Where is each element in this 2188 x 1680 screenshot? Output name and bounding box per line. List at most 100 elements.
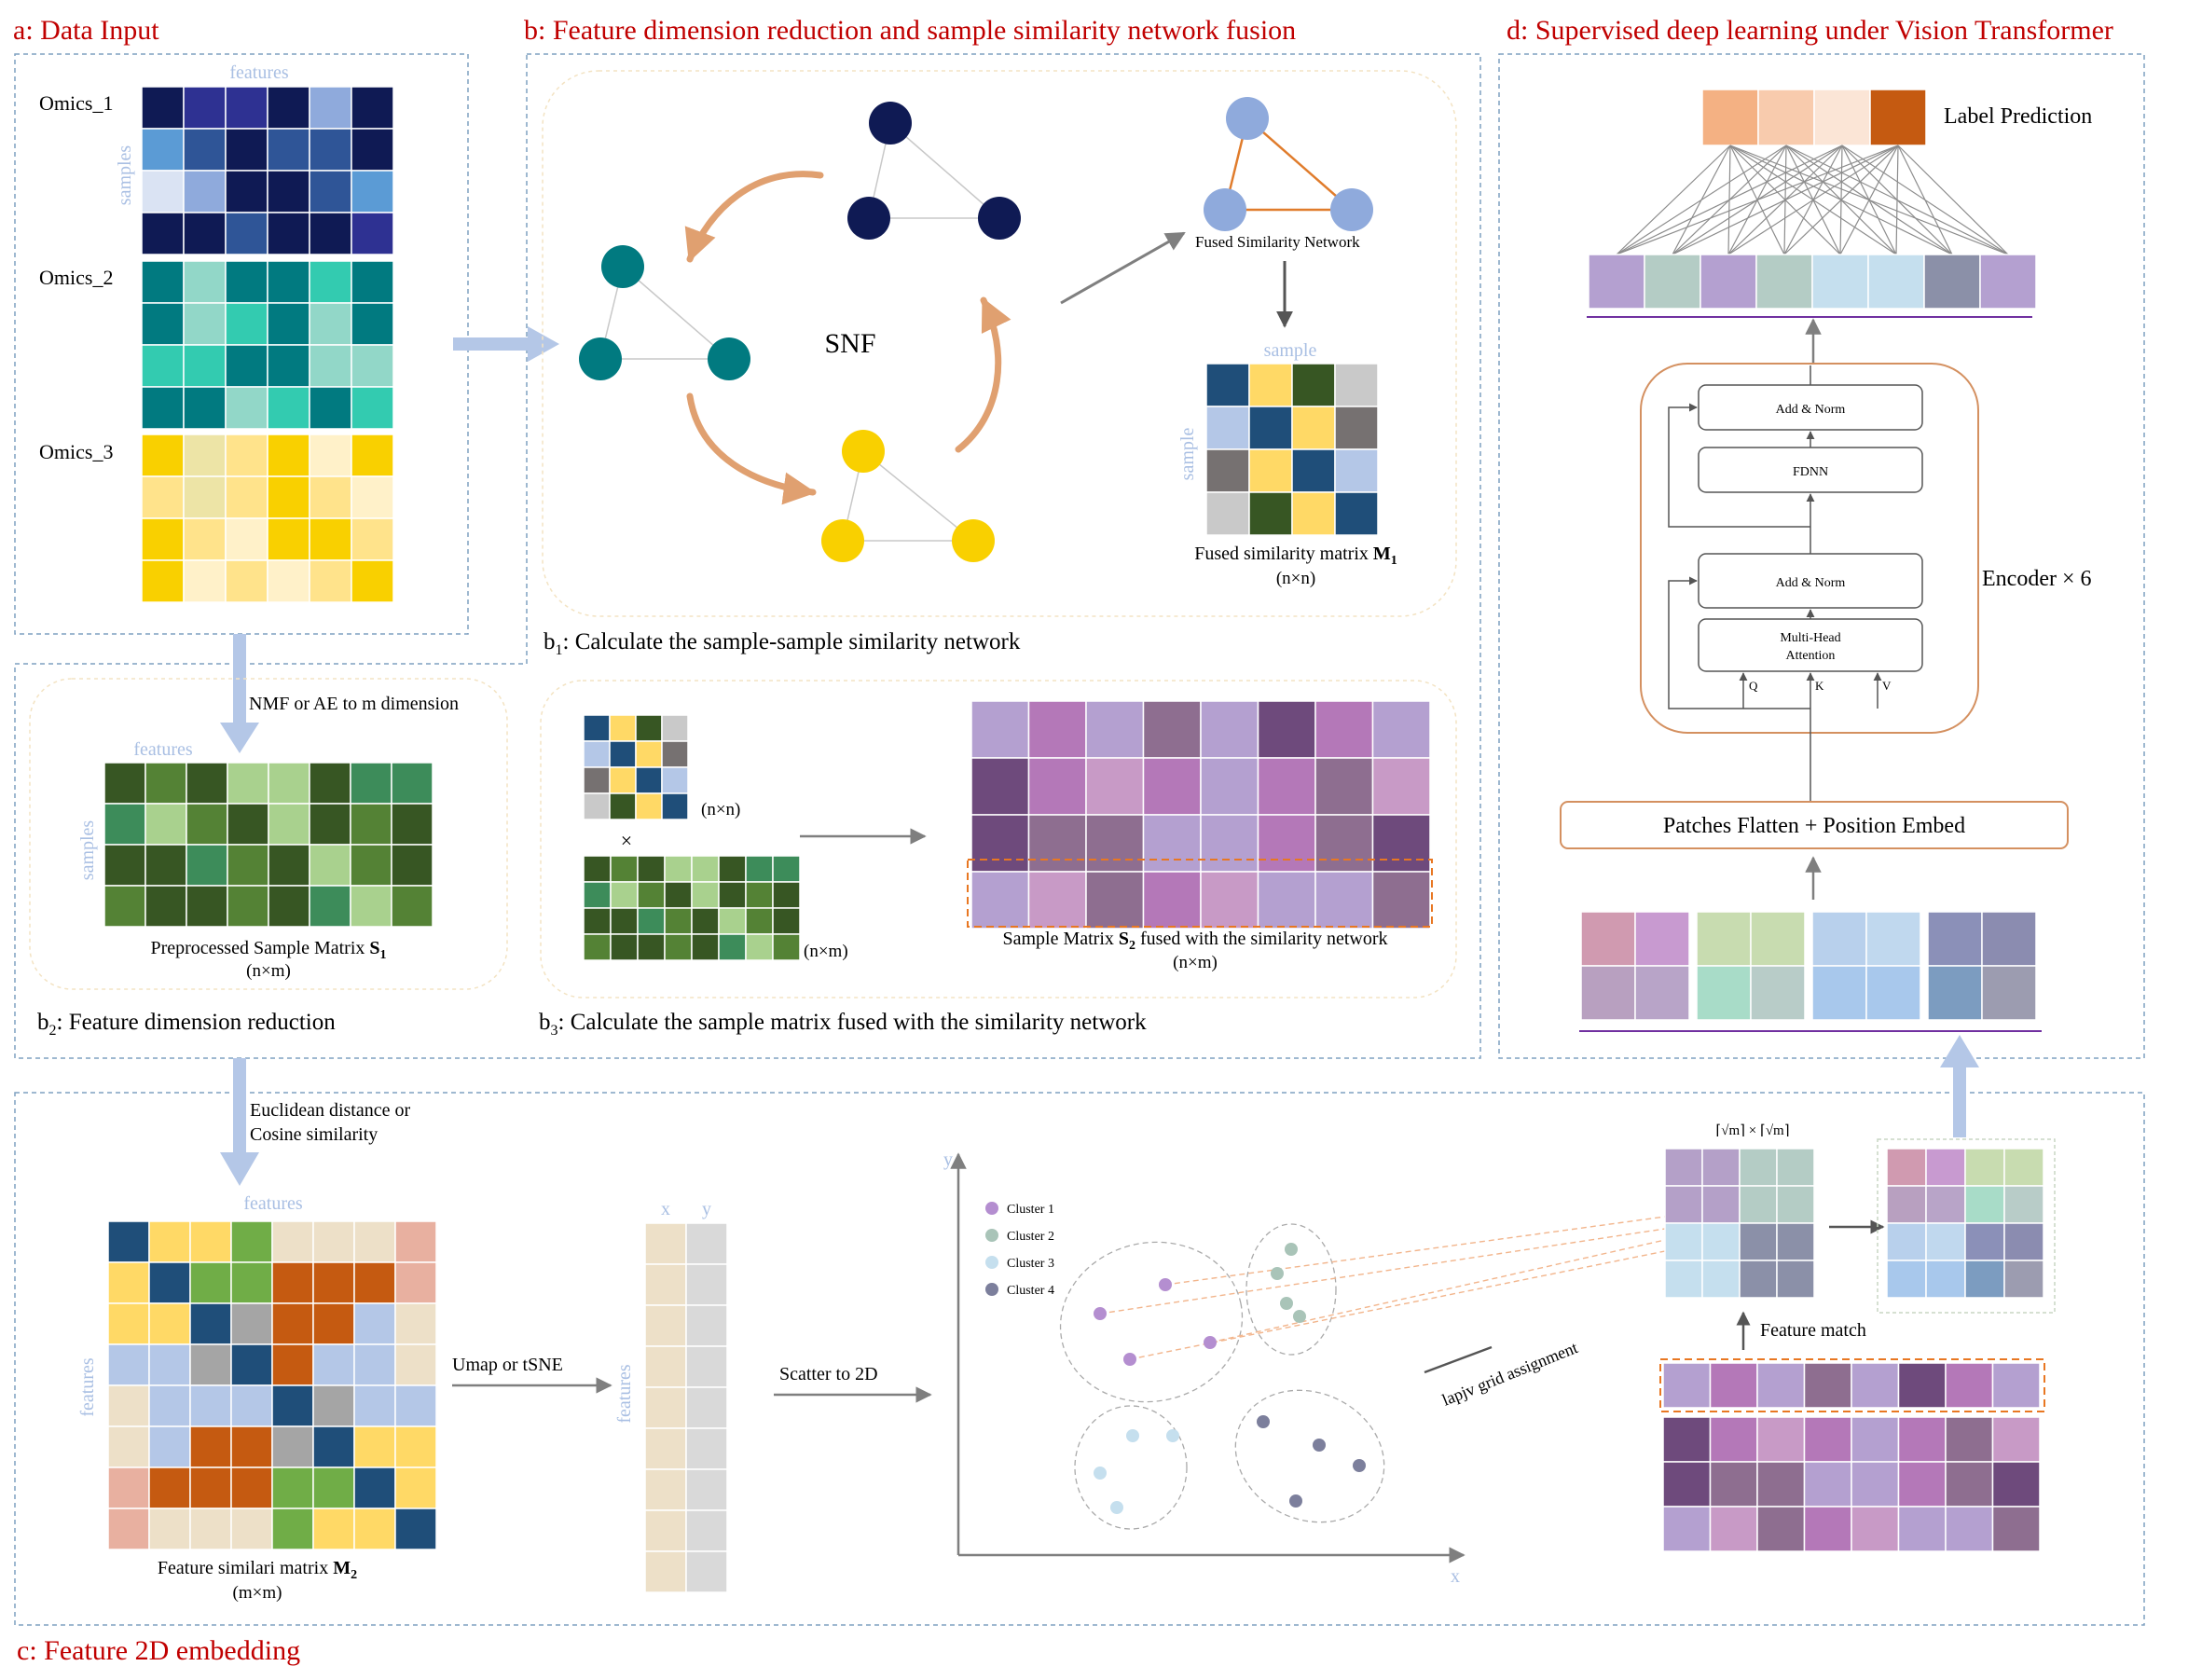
b3-times-label: × <box>621 829 632 852</box>
panel-a-title: a: Data Input <box>13 15 159 46</box>
token-cell <box>1699 254 1757 310</box>
omics-1-cell <box>267 128 310 172</box>
mapped-cell <box>2003 1185 2044 1224</box>
token-cell <box>1867 254 1925 310</box>
grid-m-cell <box>1776 1222 1815 1261</box>
fc-line <box>1616 145 1843 255</box>
b3-nm-cell <box>610 933 639 961</box>
feature-match-cell <box>1756 1416 1806 1463</box>
b3-nm-cell <box>610 907 639 935</box>
b3-nn-cell <box>583 740 611 768</box>
b3-nm-cell <box>691 881 720 909</box>
omics-1-cell <box>351 86 394 130</box>
omics-2-cell <box>225 302 268 346</box>
m2-cell <box>230 1261 273 1304</box>
s2-cell <box>1257 757 1316 816</box>
b3-nm-cell <box>583 933 612 961</box>
mapped-cell <box>2003 1260 2044 1299</box>
feature-match-row-cell <box>1662 1362 1712 1409</box>
s2-cell <box>1200 871 1259 930</box>
omics-3-cell <box>225 434 268 477</box>
s2-cell <box>1200 814 1259 873</box>
feature-match-cell <box>1851 1416 1900 1463</box>
b3-nm-cell <box>772 933 801 961</box>
omics-2-cell <box>267 344 310 388</box>
mapped-cell <box>1964 1260 2005 1299</box>
encoder-blocks <box>1698 384 1923 672</box>
grid-size-label: ⌈√m⌉ × ⌈√m⌉ <box>1715 1123 1789 1138</box>
omics-3-cell <box>225 559 268 603</box>
b2-caption: b2: Feature dimension reduction <box>37 1010 336 1039</box>
s2-dims: (n×m) <box>1173 953 1218 972</box>
b3-nm-cell <box>745 907 774 935</box>
s2-cell <box>970 700 1030 759</box>
omics-3-cell <box>183 559 227 603</box>
grid-m-cell <box>1664 1260 1703 1299</box>
scatter-axes <box>950 1152 1466 1563</box>
fc-line <box>1897 145 1953 255</box>
m2-cell <box>394 1220 437 1263</box>
omics-1-cell <box>351 128 394 172</box>
s1-label: Preprocessed Sample Matrix S1 <box>150 938 386 962</box>
b3-nm-cell <box>772 907 801 935</box>
xy-x-label: x <box>661 1199 670 1219</box>
add-norm-bottom-text: Add & Norm <box>1776 576 1846 590</box>
feature-match-cell <box>1756 1506 1806 1552</box>
b3-nm-label: (n×m) <box>804 942 848 961</box>
legend-cluster-2: Cluster 2 <box>1007 1230 1054 1244</box>
xy-cell <box>685 1263 728 1306</box>
b3-nn-cell <box>609 740 637 768</box>
m2-cell <box>230 1302 273 1345</box>
image-patches <box>1580 911 2037 1021</box>
patches-embed-text: Patches Flatten + Position Embed <box>1663 814 1965 838</box>
s2-highlight-row <box>967 859 1433 928</box>
scatter-label: Scatter to 2D <box>779 1364 878 1384</box>
omics-2-cell <box>267 260 310 304</box>
m2-cell <box>230 1384 273 1427</box>
arrow-a-to-b2 <box>220 634 259 753</box>
grid-m-cell <box>1776 1185 1815 1224</box>
grid-m-cell <box>1664 1222 1703 1261</box>
s1-cell <box>309 762 351 805</box>
token-cell <box>1811 254 1869 310</box>
s1-cell <box>227 803 269 846</box>
m2-cell <box>394 1302 437 1345</box>
yellow-network <box>821 430 995 562</box>
m2-cell <box>189 1261 232 1304</box>
m2-cell <box>353 1302 396 1345</box>
grid-m-cell <box>1739 1222 1778 1261</box>
panel-a-features-label: features <box>229 62 289 83</box>
label-prediction-text: Label Prediction <box>1944 104 2092 129</box>
m2-cell <box>271 1302 314 1345</box>
mapped-cell <box>1925 1222 1966 1261</box>
b1-inner-box <box>542 70 1457 617</box>
b3-nm-cell <box>610 881 639 909</box>
s2-cell <box>1371 814 1431 873</box>
omics-1-cell <box>351 212 394 255</box>
lapjv-underline <box>1424 1345 1493 1374</box>
fully-connected-lines <box>1616 145 2009 255</box>
omics-1-cell <box>267 212 310 255</box>
m2-cell <box>312 1343 355 1386</box>
label-prediction-cell <box>1813 89 1871 146</box>
m2-cell <box>312 1467 355 1509</box>
m2-cell <box>353 1220 396 1263</box>
legend-cluster-4: Cluster 4 <box>1007 1284 1054 1298</box>
b3-nn-cell <box>583 792 611 820</box>
m2-cell <box>271 1425 314 1468</box>
cluster-2-points <box>1271 1243 1306 1323</box>
s2-cell <box>1257 871 1316 930</box>
s1-cell <box>350 803 392 846</box>
omics-2-cell <box>309 344 352 388</box>
xy-cell <box>685 1386 728 1429</box>
omics-3-cell <box>351 475 394 519</box>
b3-nm-cell <box>583 907 612 935</box>
s1-cell <box>103 885 146 928</box>
omics-1-cell <box>309 128 352 172</box>
m2-cell <box>148 1467 191 1509</box>
preprocessed-sample-matrix-s1 <box>103 762 433 928</box>
s1-cell <box>186 762 228 805</box>
m2-label: Feature similari matrix M2 <box>158 1558 357 1582</box>
feature-match-row-cell <box>1803 1362 1852 1409</box>
scatter-legend: Cluster 1 Cluster 2 Cluster 3 Cluster 4 <box>985 1202 1054 1298</box>
